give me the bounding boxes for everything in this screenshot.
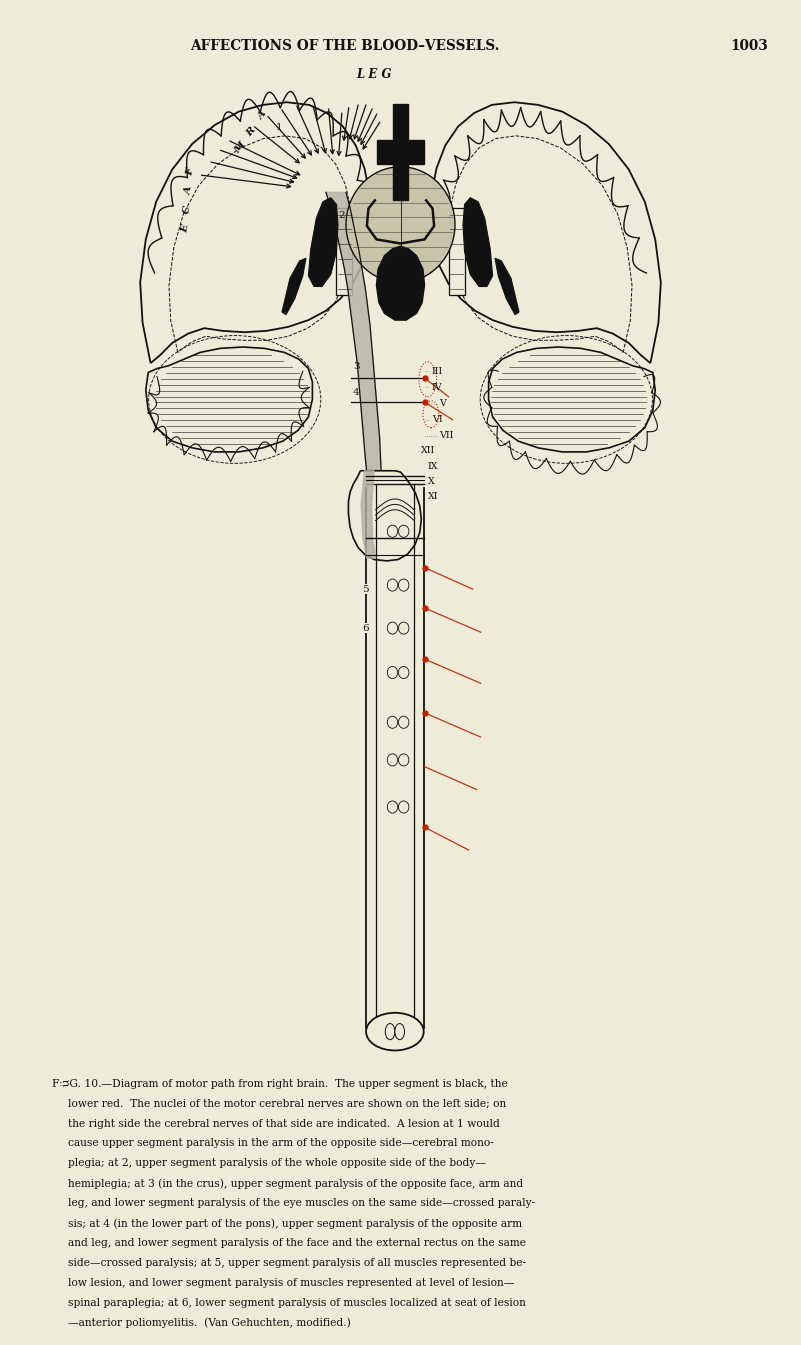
Ellipse shape	[398, 667, 409, 678]
PathPatch shape	[308, 198, 338, 286]
Text: low lesion, and lower segment paralysis of muscles represented at level of lesio: low lesion, and lower segment paralysis …	[68, 1278, 514, 1287]
Text: the right side the cerebral nerves of that side are indicated.  A lesion at 1 wo: the right side the cerebral nerves of th…	[68, 1119, 500, 1128]
Text: AFFECTIONS OF THE BLOOD–VESSELS.: AFFECTIONS OF THE BLOOD–VESSELS.	[190, 39, 499, 54]
Text: L E G: L E G	[356, 67, 392, 81]
Polygon shape	[449, 207, 465, 296]
Ellipse shape	[388, 667, 397, 678]
Text: XII: XII	[421, 447, 436, 455]
Ellipse shape	[388, 753, 397, 767]
Text: 1: 1	[276, 124, 282, 132]
Text: sis; at 4 (in the lower part of the pons), upper segment paralysis of the opposi: sis; at 4 (in the lower part of the pons…	[68, 1219, 522, 1228]
Text: VI: VI	[432, 416, 442, 424]
Ellipse shape	[398, 578, 409, 592]
Polygon shape	[326, 192, 382, 484]
Text: 5: 5	[362, 585, 368, 593]
Text: V: V	[439, 399, 446, 408]
Ellipse shape	[388, 800, 397, 812]
Text: IV: IV	[432, 383, 442, 391]
PathPatch shape	[140, 102, 371, 363]
Ellipse shape	[398, 753, 409, 767]
Text: and leg, and lower segment paralysis of the face and the external rectus on the : and leg, and lower segment paralysis of …	[68, 1237, 526, 1248]
PathPatch shape	[348, 471, 421, 561]
Ellipse shape	[398, 800, 409, 812]
Text: C: C	[183, 204, 192, 215]
Ellipse shape	[385, 1024, 395, 1040]
Text: spinal paraplegia; at 6, lower segment paralysis of muscles localized at seat of: spinal paraplegia; at 6, lower segment p…	[68, 1298, 526, 1307]
Ellipse shape	[398, 716, 409, 729]
PathPatch shape	[376, 246, 425, 320]
Polygon shape	[393, 104, 408, 200]
Text: M: M	[233, 141, 248, 155]
Text: 2: 2	[339, 211, 345, 219]
Text: A: A	[256, 110, 269, 121]
Text: R: R	[245, 125, 258, 139]
PathPatch shape	[495, 258, 519, 315]
Text: cause upper segment paralysis in the arm of the opposite side—cerebral mono-: cause upper segment paralysis in the arm…	[68, 1138, 494, 1149]
Text: 3: 3	[353, 362, 360, 371]
Ellipse shape	[388, 578, 397, 592]
Ellipse shape	[366, 1013, 424, 1050]
Ellipse shape	[388, 716, 397, 729]
Ellipse shape	[346, 167, 455, 282]
Text: XI: XI	[428, 492, 438, 500]
Ellipse shape	[398, 621, 409, 635]
Text: 4: 4	[353, 387, 360, 397]
Text: F: F	[186, 168, 195, 176]
Text: III: III	[432, 367, 443, 375]
Text: VII: VII	[439, 432, 453, 440]
Polygon shape	[361, 471, 376, 558]
Ellipse shape	[395, 1024, 405, 1040]
Polygon shape	[377, 140, 424, 164]
PathPatch shape	[463, 198, 493, 286]
Text: —anterior poliomyelitis.  (Van Gehuchten, modified.): —anterior poliomyelitis. (Van Gehuchten,…	[68, 1318, 351, 1328]
Text: plegia; at 2, upper segment paralysis of the whole opposite side of the body—: plegia; at 2, upper segment paralysis of…	[68, 1158, 486, 1169]
Text: X: X	[428, 477, 434, 486]
PathPatch shape	[430, 102, 661, 363]
Text: 1003: 1003	[730, 39, 768, 54]
Ellipse shape	[398, 525, 409, 537]
Text: leg, and lower segment paralysis of the eye muscles on the same side—crossed par: leg, and lower segment paralysis of the …	[68, 1198, 535, 1208]
Text: lower red.  The nuclei of the motor cerebral nerves are shown on the left side; : lower red. The nuclei of the motor cereb…	[68, 1099, 506, 1108]
Text: A: A	[184, 186, 194, 196]
Ellipse shape	[388, 621, 397, 635]
Text: 6: 6	[362, 624, 368, 632]
Text: side—crossed paralysis; at 5, upper segment paralysis of all muscles represented: side—crossed paralysis; at 5, upper segm…	[68, 1258, 526, 1268]
Ellipse shape	[388, 525, 397, 537]
PathPatch shape	[282, 258, 306, 315]
PathPatch shape	[146, 347, 312, 452]
Text: IX: IX	[428, 463, 438, 471]
Text: FᴞG. 10.—Diagram of motor path from right brain.  The upper segment is black, th: FᴞG. 10.—Diagram of motor path from righ…	[52, 1079, 508, 1088]
PathPatch shape	[489, 347, 655, 452]
Text: hemiplegia; at 3 (in the crus), upper segment paralysis of the opposite face, ar: hemiplegia; at 3 (in the crus), upper se…	[68, 1178, 523, 1189]
Polygon shape	[336, 207, 352, 296]
Text: E: E	[181, 225, 191, 233]
